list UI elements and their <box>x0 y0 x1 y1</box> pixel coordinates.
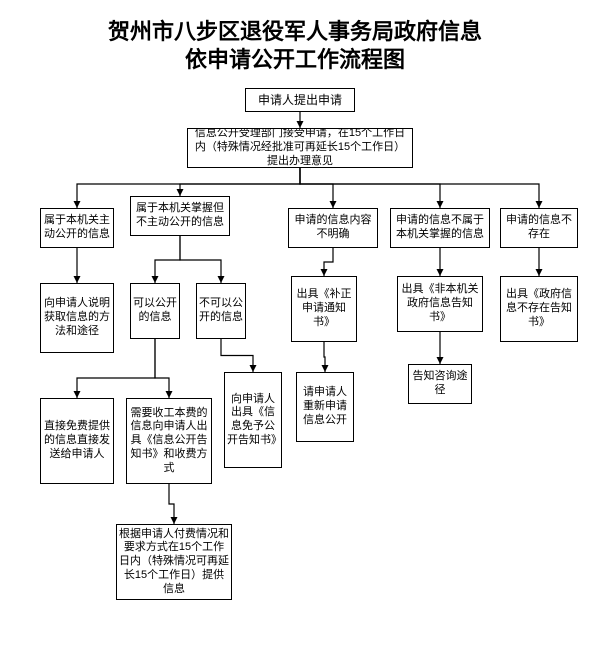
node-c1: 向申请人说明获取信息的方法和途径 <box>40 283 114 353</box>
node-d3: 请申请人重新申请信息公开 <box>296 372 354 442</box>
node-b5: 申请的信息不存在 <box>500 208 578 248</box>
node-b2: 属于本机关掌握但不主动公开的信息 <box>130 196 230 236</box>
node-n2: 信息公开受理部门接受申请，在15个工作日内（特殊情况经批准可再延长15个工作日）… <box>187 128 413 168</box>
title-line1: 贺州市八步区退役军人事务局政府信息 <box>108 19 482 44</box>
title: 贺州市八步区退役军人事务局政府信息 依申请公开工作流程图 <box>0 18 590 73</box>
title-line2: 依申请公开工作流程图 <box>185 47 405 72</box>
flowchart-canvas: 贺州市八步区退役军人事务局政府信息 依申请公开工作流程图 申请人提出申请信息公开… <box>0 0 590 664</box>
node-e1: 根据申请人付费情况和要求方式在15个工作日内（特殊情况可再延长15个工作日）提供… <box>116 524 232 600</box>
node-b1: 属于本机关主动公开的信息 <box>40 208 114 248</box>
node-b4: 申请的信息不属于本机关掌握的信息 <box>390 208 490 248</box>
node-d2a: 直接免费提供的信息直接发送给申请人 <box>40 398 114 484</box>
node-c2a: 可以公开的信息 <box>130 283 180 339</box>
node-c4: 出具《非本机关政府信息告知书》 <box>397 276 483 332</box>
node-c5: 出具《政府信息不存在告知书》 <box>500 276 578 342</box>
node-c2b: 不可以公开的信息 <box>196 283 246 339</box>
node-n1: 申请人提出申请 <box>245 88 355 112</box>
node-d4: 告知咨询途径 <box>408 364 472 404</box>
node-c3: 出具《补正申请通知书》 <box>291 276 357 342</box>
node-d2b: 需要收工本费的信息向申请人出具《信息公开告知书》和收费方式 <box>126 398 212 484</box>
node-d2c: 向申请人出具《信息免予公开告知书》 <box>224 372 282 468</box>
node-b3: 申请的信息内容不明确 <box>288 208 378 248</box>
